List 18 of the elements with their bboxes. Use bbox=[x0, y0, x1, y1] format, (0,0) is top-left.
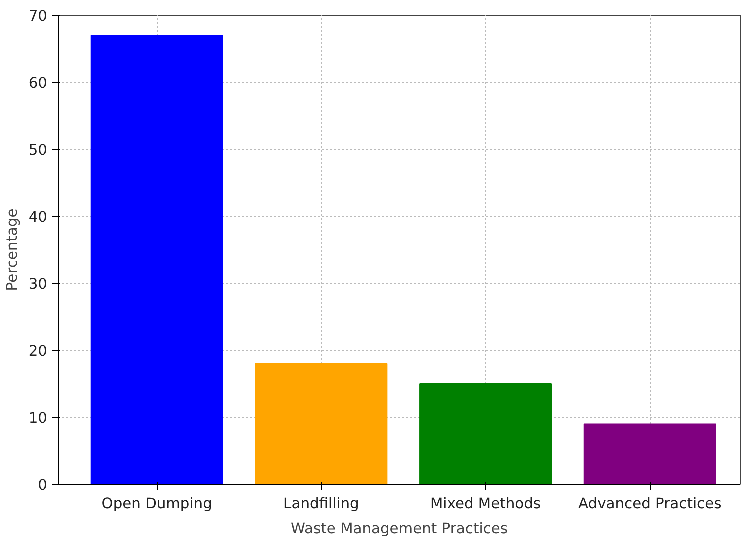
bar bbox=[255, 363, 388, 484]
y-tick-label: 50 bbox=[28, 142, 48, 159]
x-axis-title: Waste Management Practices bbox=[291, 520, 508, 538]
y-tick-label: 60 bbox=[28, 75, 48, 92]
y-tick-label: 70 bbox=[28, 8, 48, 25]
x-tick-label: Landfilling bbox=[284, 496, 360, 512]
x-tick-label: Open Dumping bbox=[102, 496, 212, 512]
x-tick-label: Mixed Methods bbox=[430, 496, 542, 512]
y-tick-label: 10 bbox=[28, 410, 48, 427]
bar bbox=[420, 384, 552, 484]
y-tick-label: 30 bbox=[28, 276, 48, 293]
y-tick-label: 0 bbox=[38, 477, 48, 494]
bar bbox=[90, 35, 224, 484]
y-tick-label: 40 bbox=[28, 209, 48, 226]
y-axis-title: Percentage bbox=[4, 208, 21, 292]
bar bbox=[584, 424, 716, 484]
x-tick-label: Advanced Practices bbox=[578, 496, 722, 512]
y-tick-label: 20 bbox=[28, 343, 48, 360]
